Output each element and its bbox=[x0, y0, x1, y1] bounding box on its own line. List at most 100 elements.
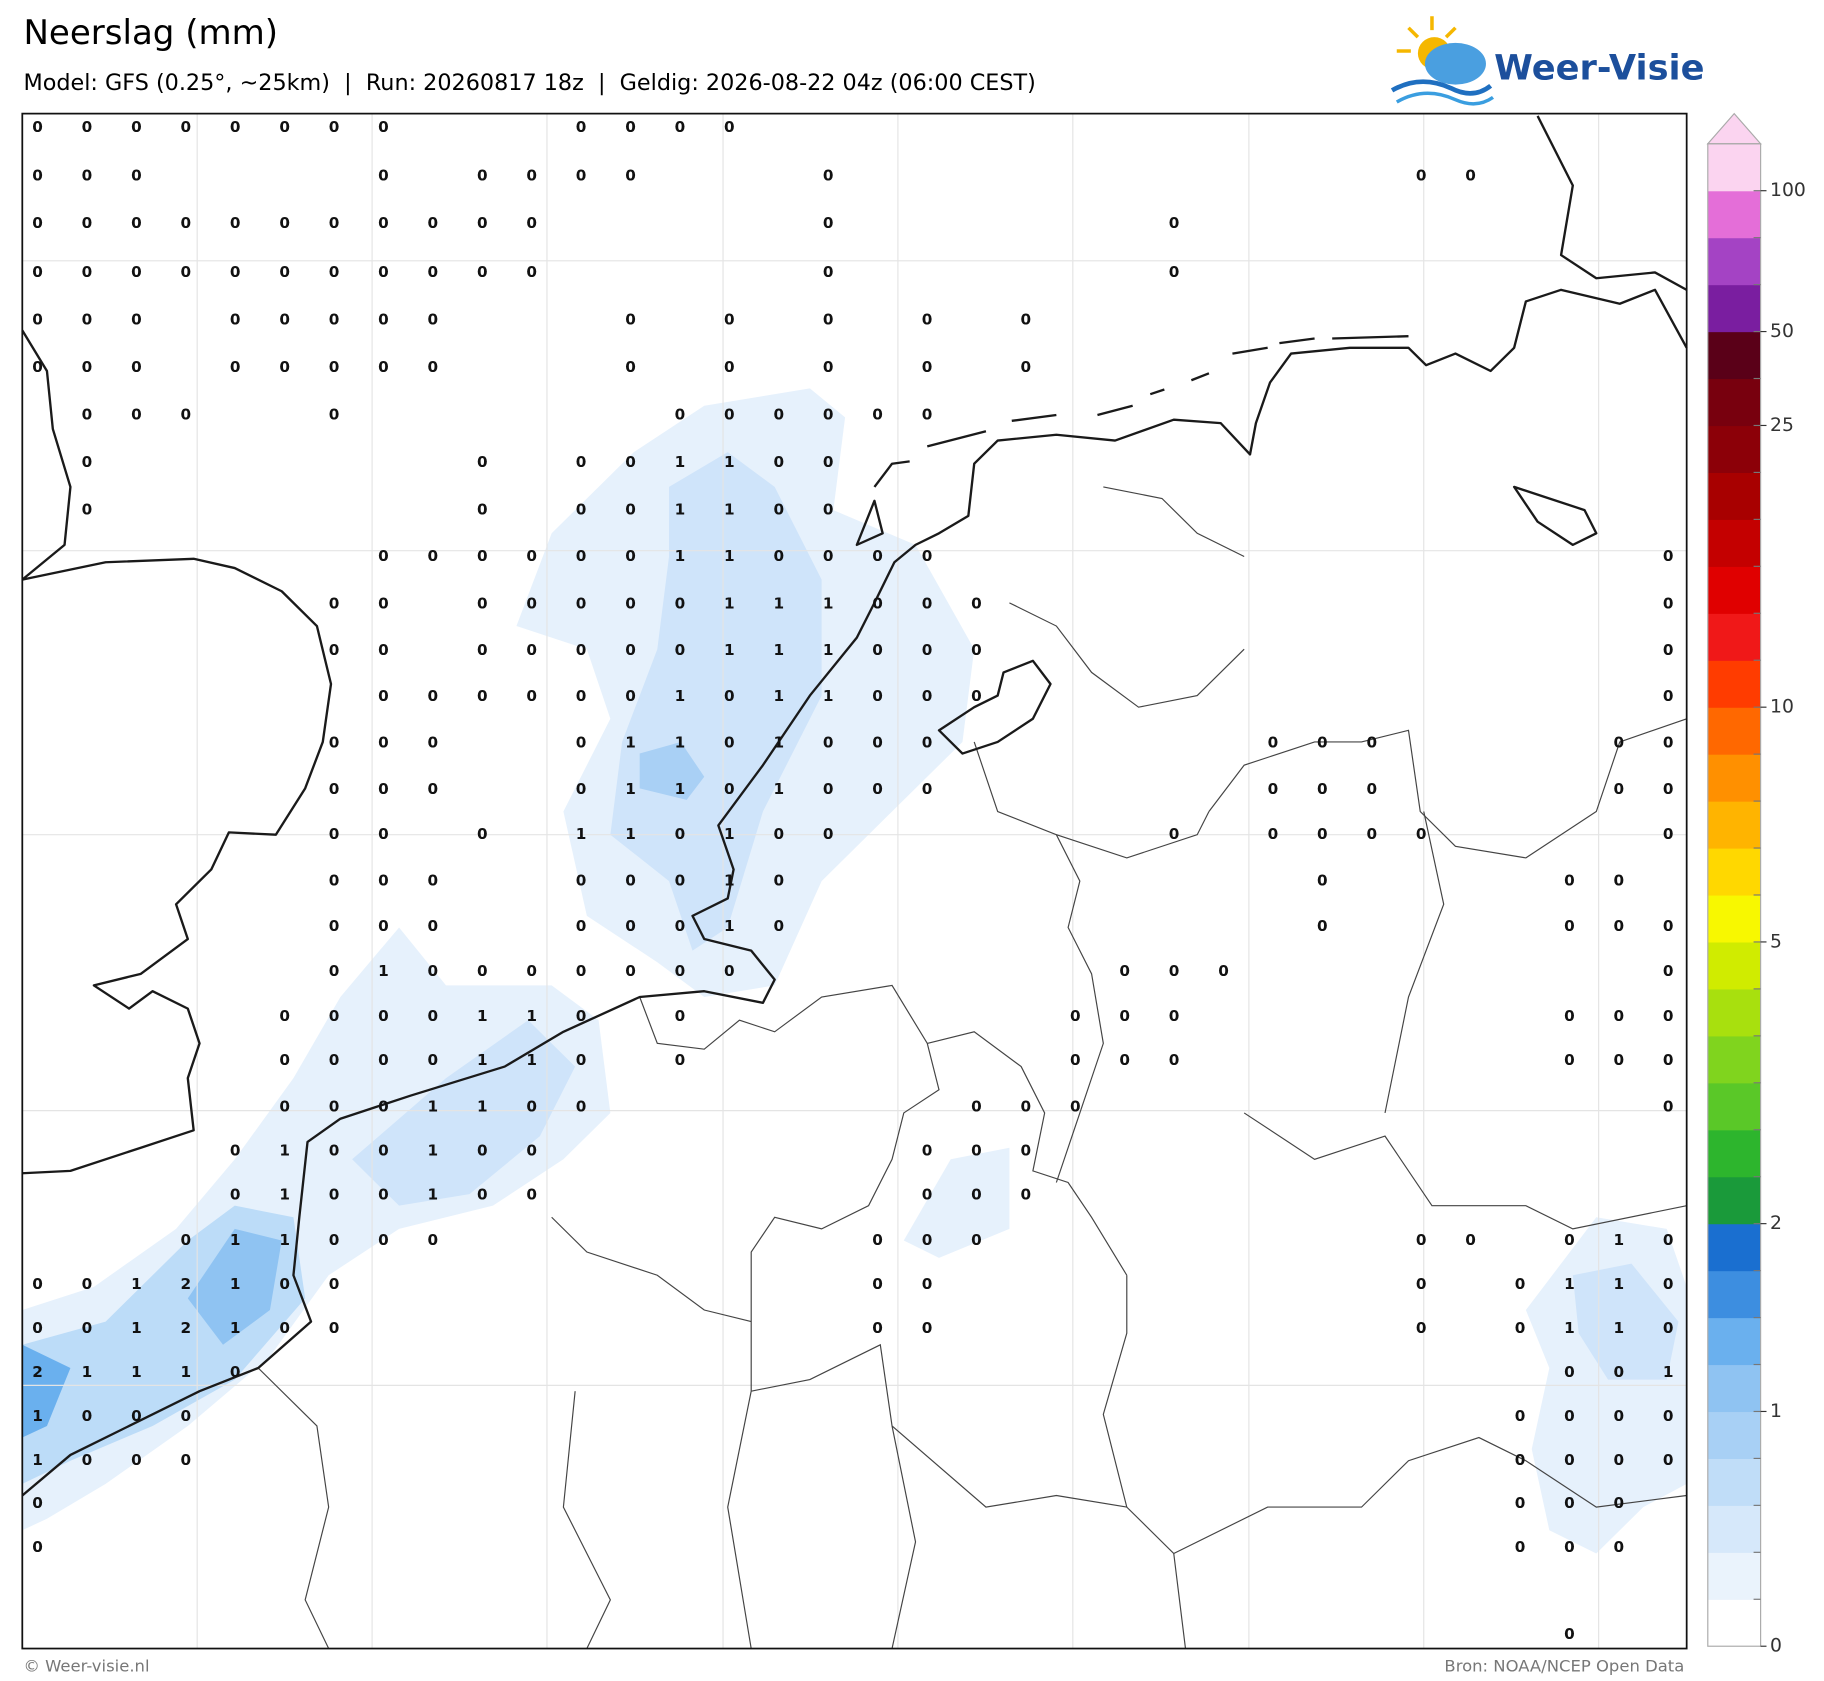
map: 0 0 0 0 0 0 0 0 0 0 0 0 0 0 0 0 0 0 0 0 0 0 0 0 0 0 0 0 0 0 0 0 0 0 0 0 0 0 0 0… bbox=[21, 112, 1688, 1650]
grid-value: 0 bbox=[872, 547, 883, 565]
grid-value: 0 bbox=[279, 311, 290, 329]
grid-value: 0 bbox=[82, 501, 93, 519]
grid-value: 0 bbox=[1663, 547, 1674, 565]
grid-value: 1 bbox=[625, 780, 636, 798]
grid-value: 1 bbox=[131, 1275, 142, 1293]
grid-value: 0 bbox=[82, 1275, 93, 1293]
grid-value: 0 bbox=[230, 214, 241, 232]
grid-value: 0 bbox=[428, 872, 439, 890]
colorbar-segment bbox=[1707, 237, 1761, 286]
grid-value: 0 bbox=[279, 263, 290, 281]
source: Bron: NOAA/NCEP Open Data bbox=[1444, 1657, 1684, 1676]
subtitle: Model: GFS (0.25°, ~25km) | Run: 2026081… bbox=[23, 70, 1035, 96]
grid-value: 0 bbox=[1564, 872, 1575, 890]
colorbar-segment bbox=[1707, 1317, 1761, 1366]
grid-value: 0 bbox=[82, 118, 93, 136]
logo-text: Weer-Visie bbox=[1494, 49, 1704, 89]
grid-value: 0 bbox=[625, 547, 636, 565]
grid-value: 0 bbox=[1070, 1051, 1081, 1069]
grid-value: 0 bbox=[180, 406, 191, 424]
colorbar-segment bbox=[1707, 519, 1761, 567]
grid-value: 0 bbox=[1515, 1451, 1526, 1469]
grid-value: 0 bbox=[1663, 1451, 1674, 1469]
grid-value: 1 bbox=[724, 825, 735, 843]
grid-value: 0 bbox=[477, 453, 488, 471]
grid-value: 1 bbox=[131, 1363, 142, 1381]
grid-value: 0 bbox=[32, 358, 43, 376]
grid-value: 0 bbox=[1169, 962, 1180, 980]
grid-value: 0 bbox=[279, 1098, 290, 1116]
grid-value: 0 bbox=[1663, 825, 1674, 843]
grid-value: 0 bbox=[872, 1231, 883, 1249]
grid-value: 0 bbox=[773, 917, 784, 935]
grid-value: 1 bbox=[279, 1231, 290, 1249]
grid-value: 0 bbox=[477, 687, 488, 705]
grid-value: 0 bbox=[823, 167, 834, 185]
grid-value: 0 bbox=[378, 825, 389, 843]
grid-value: 0 bbox=[329, 263, 340, 281]
grid-value: 0 bbox=[1614, 1407, 1625, 1425]
colorbar-segment bbox=[1707, 941, 1761, 990]
grid-value: 0 bbox=[576, 118, 587, 136]
grid-value: 0 bbox=[1366, 780, 1377, 798]
grid-value: 1 bbox=[526, 1007, 537, 1025]
grid-value: 0 bbox=[971, 595, 982, 613]
grid-value: 0 bbox=[329, 1007, 340, 1025]
grid-value: 0 bbox=[428, 1007, 439, 1025]
grid-value: 0 bbox=[576, 641, 587, 659]
grid-value: 1 bbox=[428, 1098, 439, 1116]
grid-value: 0 bbox=[82, 453, 93, 471]
grid-value: 0 bbox=[823, 547, 834, 565]
grid-value: 1 bbox=[576, 825, 587, 843]
grid-value: 1 bbox=[773, 734, 784, 752]
grid-value: 0 bbox=[1564, 1231, 1575, 1249]
grid-value: 2 bbox=[32, 1363, 43, 1381]
grid-value: 1 bbox=[773, 595, 784, 613]
graticule bbox=[22, 113, 1687, 1649]
grid-value: 0 bbox=[477, 641, 488, 659]
grid-value: 0 bbox=[1663, 1407, 1674, 1425]
grid-value: 0 bbox=[1169, 263, 1180, 281]
grid-value: 1 bbox=[279, 1142, 290, 1160]
grid-value: 0 bbox=[131, 1451, 142, 1469]
logo: Weer-Visie bbox=[1390, 16, 1704, 106]
grid-value: 1 bbox=[131, 1319, 142, 1337]
title: Neerslag (mm) bbox=[23, 13, 278, 52]
grid-value: 1 bbox=[823, 595, 834, 613]
grid-value: 0 bbox=[428, 311, 439, 329]
grid-value: 0 bbox=[1119, 1007, 1130, 1025]
grid-value: 0 bbox=[32, 263, 43, 281]
grid-value: 0 bbox=[477, 501, 488, 519]
colorbar-segment bbox=[1707, 1458, 1761, 1506]
grid-value: 0 bbox=[1021, 1142, 1032, 1160]
grid-value: 0 bbox=[82, 406, 93, 424]
grid-value: 0 bbox=[1515, 1538, 1526, 1556]
grid-value: 0 bbox=[1663, 780, 1674, 798]
grid-value: 0 bbox=[1614, 1051, 1625, 1069]
grid-value: 0 bbox=[675, 406, 686, 424]
grid-value: 0 bbox=[724, 687, 735, 705]
grid-value: 0 bbox=[329, 780, 340, 798]
grid-value: 0 bbox=[872, 595, 883, 613]
grid-value: 0 bbox=[329, 358, 340, 376]
grid-value: 0 bbox=[526, 214, 537, 232]
grid-value: 0 bbox=[872, 780, 883, 798]
grid-value: 0 bbox=[724, 118, 735, 136]
grid-value: 0 bbox=[625, 641, 636, 659]
colorbar-tick-label: 25 bbox=[1770, 415, 1794, 436]
colorbar-tick-label: 2 bbox=[1770, 1213, 1782, 1234]
grid-value: 1 bbox=[675, 501, 686, 519]
colorbar-segment bbox=[1707, 988, 1761, 1037]
colorbar-segment bbox=[1707, 472, 1761, 520]
grid-value: 0 bbox=[1366, 825, 1377, 843]
grid-value: 0 bbox=[1416, 1275, 1427, 1293]
grid-value: 0 bbox=[1169, 1007, 1180, 1025]
grid-value: 0 bbox=[922, 1231, 933, 1249]
grid-value: 0 bbox=[378, 1007, 389, 1025]
grid-value: 0 bbox=[576, 453, 587, 471]
colorbar-segment bbox=[1707, 425, 1761, 473]
grid-value: 0 bbox=[675, 118, 686, 136]
colorbar-tick-label: 0 bbox=[1770, 1636, 1782, 1657]
grid-value: 0 bbox=[576, 595, 587, 613]
